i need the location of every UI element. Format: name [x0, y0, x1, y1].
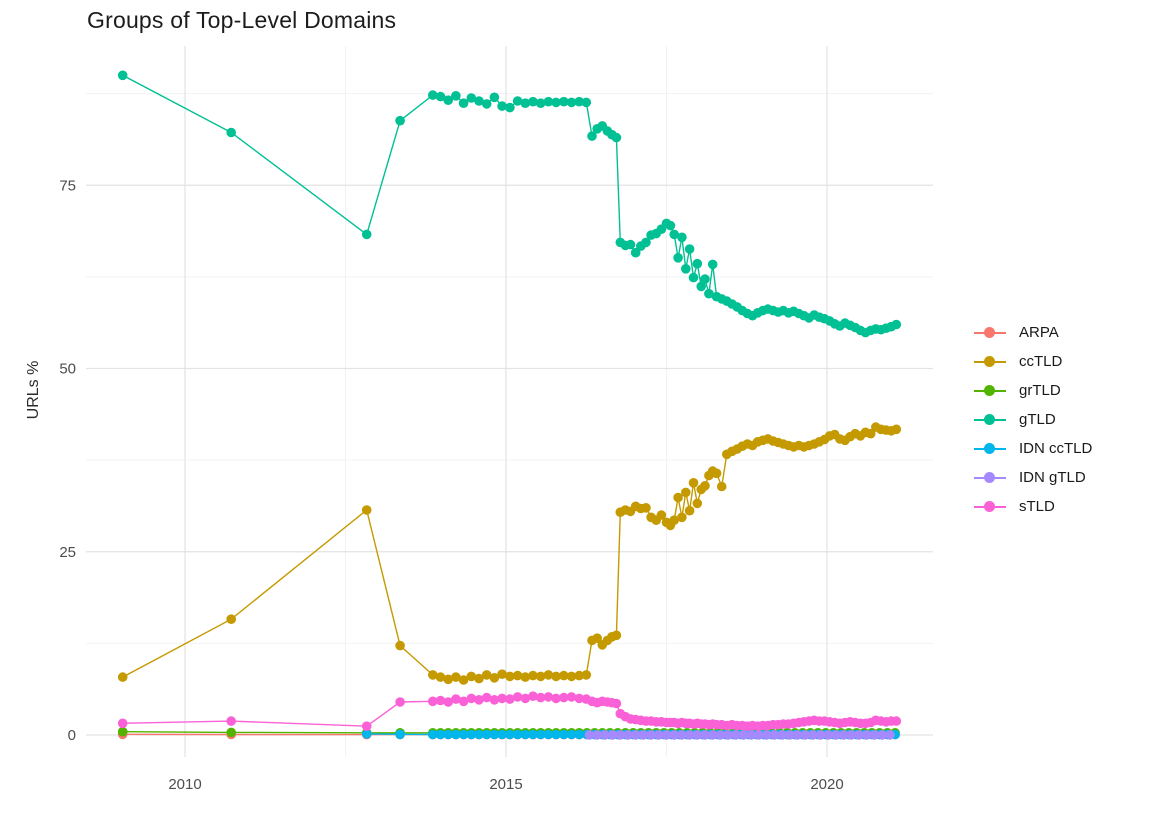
legend-item-idn-gtld: IDN gTLD: [974, 463, 1092, 492]
y-tick-label: 50: [59, 361, 76, 378]
x-tick-label: 2020: [810, 776, 843, 793]
legend-key-gtld: [974, 413, 1006, 426]
legend-label: gTLD: [1019, 411, 1056, 428]
x-tick-label: 2015: [489, 776, 522, 793]
legend-item-stld: sTLD: [974, 492, 1092, 521]
legend-key-idn-gtld: [974, 471, 1006, 484]
legend-label: ARPA: [1019, 324, 1059, 341]
gridlines: [86, 46, 933, 757]
legend-item-arpa: ARPA: [974, 318, 1092, 347]
legend-label: ccTLD: [1019, 353, 1063, 370]
legend-item-gtld: gTLD: [974, 405, 1092, 434]
series-cctld: [117, 422, 902, 685]
legend-key-stld: [974, 500, 1006, 513]
legend-dot-icon: [984, 414, 995, 425]
y-tick-label: 75: [59, 177, 76, 194]
legend-label: IDN gTLD: [1019, 469, 1086, 486]
legend-dot-icon: [984, 327, 995, 338]
series-idn-gtld: [584, 730, 895, 740]
series-gtld: [117, 70, 902, 338]
legend-label: sTLD: [1019, 498, 1055, 515]
legend-dot-icon: [984, 356, 995, 367]
x-tick-label: 2010: [168, 776, 201, 793]
chart-title: Groups of Top-Level Domains: [87, 7, 397, 33]
series-stld: [117, 691, 902, 731]
axis-tick-labels: 0 25 50 75 2010 2015 2020: [59, 177, 843, 793]
legend-dot-icon: [984, 501, 995, 512]
legend-dot-icon: [984, 385, 995, 396]
legend-item-grtld: grTLD: [974, 376, 1092, 405]
y-tick-label: 25: [59, 544, 76, 561]
y-tick-label: 0: [68, 727, 76, 744]
legend-dot-icon: [984, 443, 995, 454]
legend-key-idn-cctld: [974, 442, 1006, 455]
legend-label: grTLD: [1019, 382, 1061, 399]
legend-key-cctld: [974, 355, 1006, 368]
legend-key-arpa: [974, 326, 1006, 339]
legend: ARPA ccTLD grTLD gTLD IDN ccTLD IDN gTLD…: [974, 318, 1092, 521]
legend-dot-icon: [984, 472, 995, 483]
legend-item-idn-cctld: IDN ccTLD: [974, 434, 1092, 463]
legend-item-cctld: ccTLD: [974, 347, 1092, 376]
legend-key-grtld: [974, 384, 1006, 397]
legend-label: IDN ccTLD: [1019, 440, 1093, 457]
